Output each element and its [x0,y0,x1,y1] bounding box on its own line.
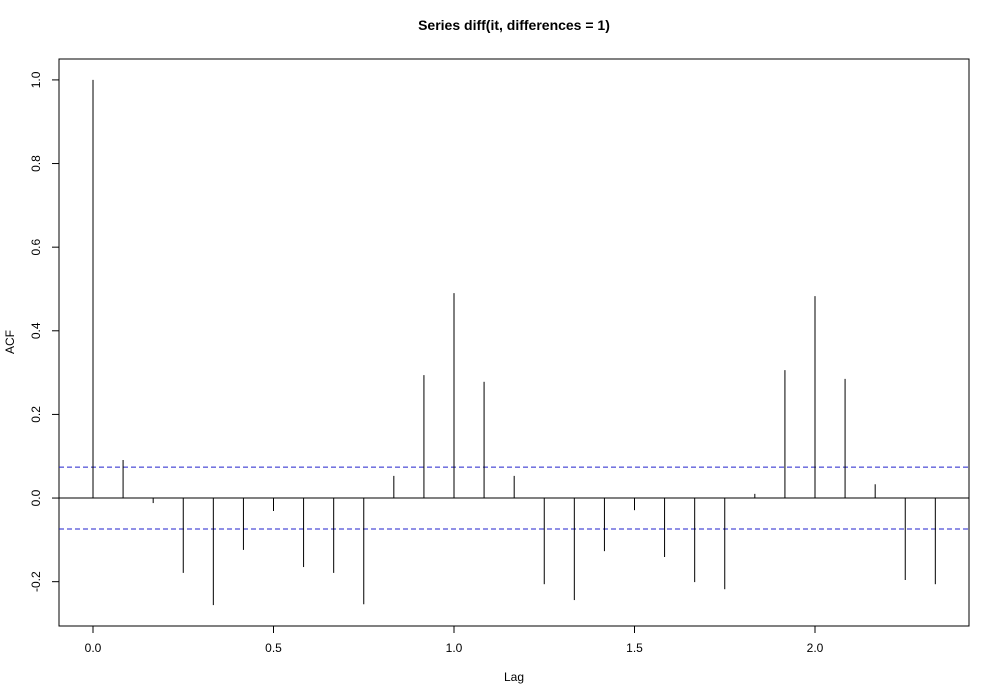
x-tick-label: 2.0 [807,641,824,655]
x-tick-label: 1.5 [626,641,643,655]
chart-title: Series diff(it, differences = 1) [418,17,610,33]
y-tick-label: 0.8 [29,155,43,172]
y-tick-label: 0.6 [29,238,43,255]
plot-frame [58,58,970,627]
y-tick-label: 1.0 [29,71,43,88]
y-axis-label: ACF [3,330,17,354]
y-tick-label: 0.0 [29,489,43,506]
y-tick-label: 0.4 [29,322,43,339]
x-tick-label: 1.0 [446,641,463,655]
y-tick-label: -0.2 [29,571,43,592]
y-tick-label: 0.2 [29,406,43,423]
x-tick-label: 0.5 [265,641,282,655]
x-axis-label: Lag [504,670,524,684]
x-tick-label: 0.0 [85,641,102,655]
